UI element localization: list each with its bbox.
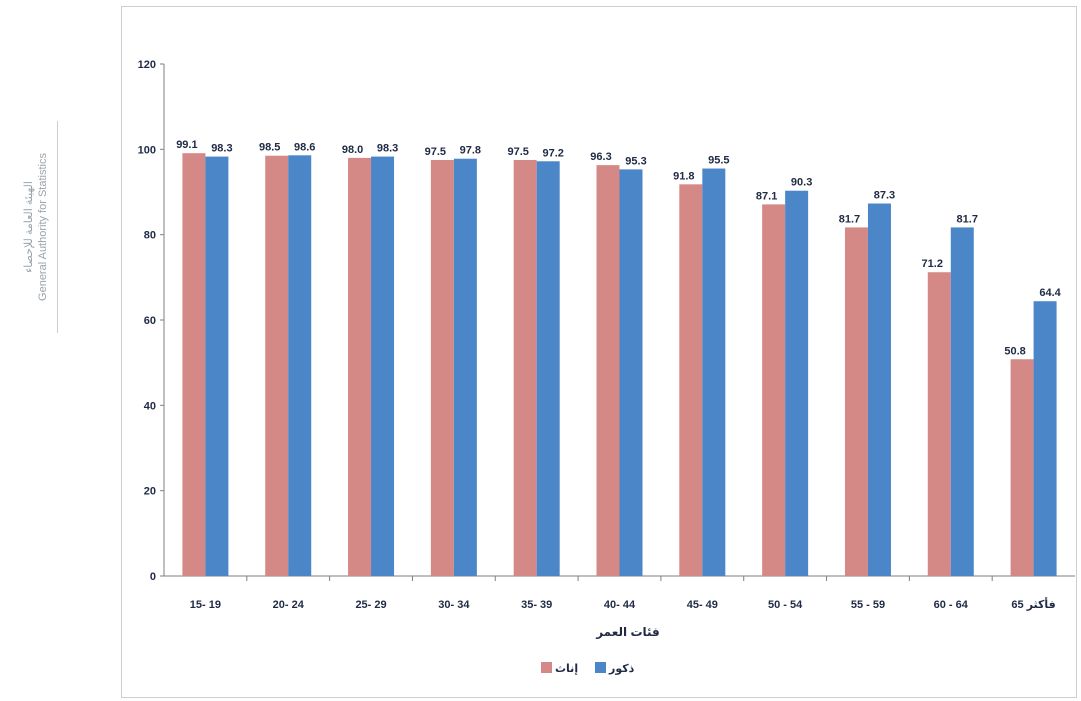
legend-label: إناث [555, 663, 578, 675]
bar-male [371, 156, 395, 576]
y-tick-label: 40 [144, 400, 156, 412]
data-label: 97.5 [425, 146, 446, 158]
bar-male [1033, 301, 1057, 576]
data-label: 98.5 [259, 142, 280, 154]
bar-male [288, 155, 312, 576]
x-tick-label: 40- 44 [604, 599, 636, 611]
data-label: 98.3 [377, 143, 398, 155]
bar-male [205, 156, 229, 576]
data-label: 97.2 [542, 147, 563, 159]
x-axis-title: فئات العمر [595, 625, 660, 639]
data-label: 87.3 [874, 190, 895, 202]
bar-female [430, 160, 454, 576]
y-tick-label: 80 [144, 230, 156, 242]
legend-swatch [595, 662, 606, 673]
bar-female [844, 227, 868, 576]
bar-female [1010, 359, 1034, 576]
data-label: 97.8 [460, 145, 481, 157]
data-label: 90.3 [791, 177, 812, 189]
x-tick-label: 35- 39 [521, 599, 552, 611]
y-tick-label: 60 [144, 315, 156, 327]
data-label: 87.1 [756, 190, 777, 202]
data-label: 98.0 [342, 144, 363, 156]
data-label: 95.5 [708, 155, 729, 167]
bar-female [762, 204, 786, 576]
bar-female [182, 153, 206, 576]
data-label: 91.8 [673, 170, 694, 182]
bar-female [265, 155, 289, 576]
x-tick-label: 60 - 64 [934, 599, 969, 611]
data-label: 98.6 [294, 141, 315, 153]
bars [182, 153, 1057, 577]
data-label: 99.1 [176, 139, 197, 151]
data-label: 81.7 [839, 213, 860, 225]
data-label: 71.2 [922, 258, 943, 270]
y-axis: 0 20 40 60 80 100 120 [138, 59, 165, 583]
bar-male [453, 158, 477, 576]
x-tick-label: 45- 49 [687, 599, 718, 611]
y-tick-label: 0 [150, 571, 156, 583]
x-axis: 15- 19 20- 24 25- 29 30- 34 35- 39 40- 44 45- … [164, 575, 1075, 611]
data-label: 98.3 [211, 143, 232, 155]
bar-male [867, 203, 891, 576]
chart-frame [121, 6, 1077, 698]
bar-female [927, 272, 951, 576]
data-label: 96.3 [590, 151, 611, 163]
legend: إناث ذكور [541, 662, 635, 675]
y-tick-label: 20 [144, 486, 156, 498]
legend-label: ذكور [608, 663, 635, 675]
bar-female [679, 184, 703, 576]
data-label: 81.7 [957, 213, 978, 225]
bar-female [513, 160, 537, 576]
bar-male [619, 169, 643, 577]
data-label: 50.8 [1004, 345, 1025, 357]
watermark-logo: الهيئة العامة للإحصاء General Authority … [14, 121, 58, 333]
bar-male [536, 161, 560, 576]
x-tick-label: 30- 34 [438, 599, 470, 611]
data-label: 97.5 [507, 146, 528, 158]
x-tick-label: 20- 24 [273, 599, 305, 611]
watermark-divider [57, 121, 58, 333]
x-tick-label: 25- 29 [355, 599, 386, 611]
bar-male [950, 227, 974, 576]
bar-male [785, 190, 809, 576]
x-tick-label: 65 فأكثر [1011, 597, 1055, 611]
x-tick-label: 15- 19 [190, 599, 221, 611]
data-label: 95.3 [625, 155, 646, 167]
x-tick-label: 50 - 54 [768, 599, 803, 611]
value-labels: 99.1 98.3 98.5 98.6 98.0 98.3 97.5 97.8 97.5 97.2… [176, 139, 1061, 357]
y-tick-label: 100 [138, 144, 156, 156]
bar-male [702, 168, 726, 577]
x-tick-label: 55 - 59 [851, 599, 885, 611]
bar-female [596, 165, 620, 576]
data-label: 64.4 [1039, 287, 1061, 299]
y-tick-label: 120 [138, 59, 156, 71]
bar-female [348, 157, 372, 576]
legend-swatch [541, 662, 552, 673]
